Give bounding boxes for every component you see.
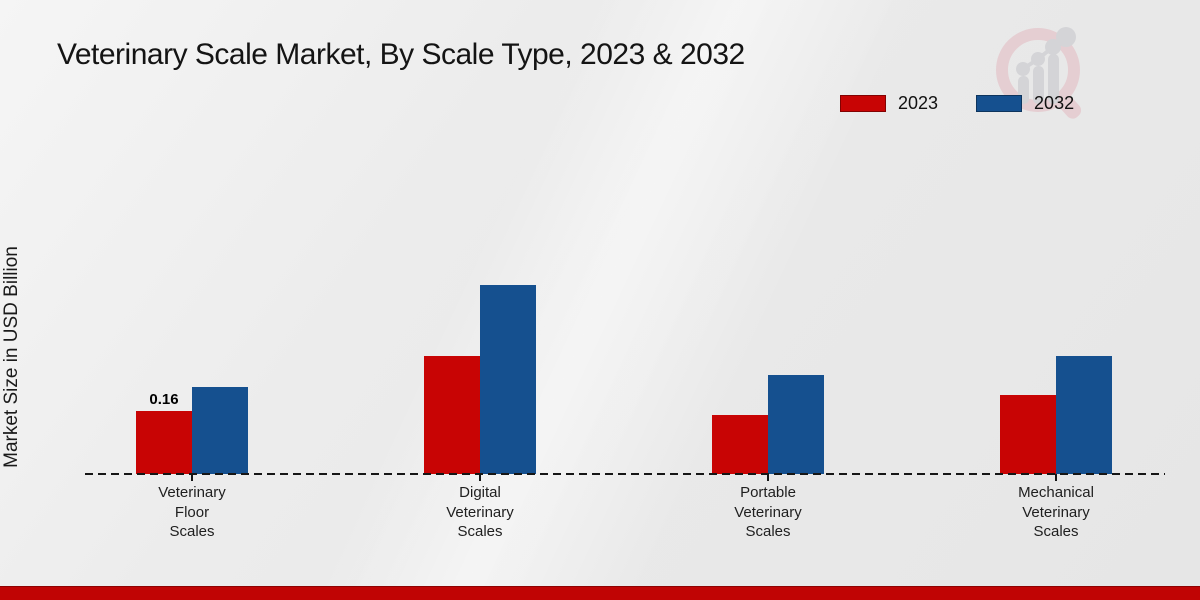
y-axis-label: Market Size in USD Billion xyxy=(1,246,22,468)
x-axis-tick xyxy=(479,474,481,481)
x-axis-category-label: Veterinary Floor Scales xyxy=(158,484,226,540)
bar-group xyxy=(712,375,824,474)
x-axis-baseline xyxy=(85,473,1165,475)
bar-2023[interactable]: 0.16 xyxy=(136,391,192,474)
legend-label: 2023 xyxy=(898,93,939,113)
bar-2032[interactable] xyxy=(1056,356,1112,474)
x-axis-category-label: Digital Veterinary Scales xyxy=(446,484,514,540)
x-axis-category-label: Mechanical Veterinary Scales xyxy=(1018,484,1094,540)
legend: 2023 2032 xyxy=(840,93,1074,114)
bar-2023[interactable] xyxy=(1000,395,1056,474)
bar-group xyxy=(1000,356,1112,474)
bar-group: 0.16 xyxy=(136,387,248,474)
legend-label: 2032 xyxy=(1034,93,1075,113)
bar-2023[interactable] xyxy=(424,356,480,474)
x-axis-tick xyxy=(767,474,769,481)
chart-title: Veterinary Scale Market, By Scale Type, … xyxy=(57,38,745,71)
legend-swatch-icon xyxy=(976,95,1023,112)
bar-2032[interactable] xyxy=(480,285,536,474)
x-axis-category-label: Portable Veterinary Scales xyxy=(734,484,802,540)
x-axis-tick xyxy=(191,474,193,481)
legend-item-2032[interactable]: 2032 xyxy=(976,93,1074,114)
bar-value-label: 0.16 xyxy=(149,391,179,408)
bottom-accent-bar xyxy=(0,586,1200,600)
bar-group xyxy=(424,285,536,474)
bar-2032[interactable] xyxy=(192,387,248,474)
legend-item-2023[interactable]: 2023 xyxy=(840,93,938,114)
bar-2032[interactable] xyxy=(768,375,824,474)
x-axis-tick xyxy=(1055,474,1057,481)
market-research-logo-icon xyxy=(996,27,1082,119)
legend-swatch-icon xyxy=(840,95,886,112)
bar-2023[interactable] xyxy=(712,415,768,474)
